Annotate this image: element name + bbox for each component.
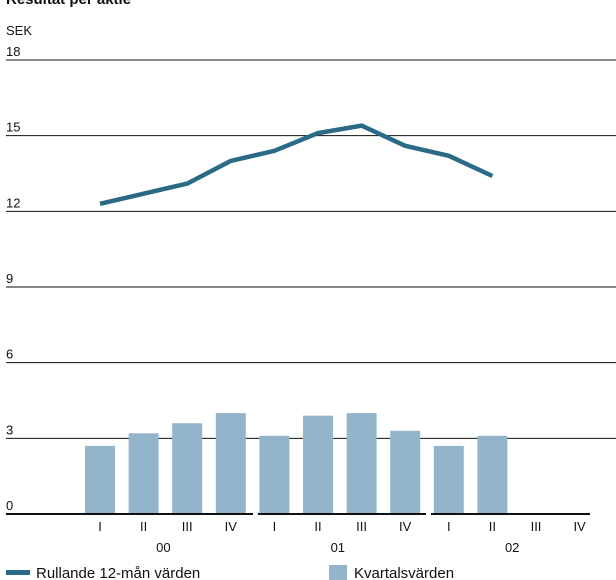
chart-title: Resultat per aktie — [6, 0, 131, 8]
x-tick-label: II — [489, 519, 496, 534]
legend-bar-swatch — [329, 565, 347, 580]
y-tick-label: 0 — [6, 498, 13, 513]
bar — [85, 445, 115, 514]
y-tick-label: 6 — [6, 347, 13, 362]
bar — [303, 415, 333, 514]
x-group-label: 01 — [331, 540, 345, 555]
bar — [477, 435, 508, 514]
legend: Rullande 12-mån värden Kvartalsvärden — [6, 565, 454, 580]
bar — [390, 430, 421, 514]
legend-line-swatch — [6, 570, 30, 575]
x-group-label: 02 — [505, 540, 519, 555]
legend-line-label: Rullande 12-mån värden — [36, 565, 200, 580]
bar — [128, 433, 159, 514]
y-tick-label: 18 — [6, 44, 20, 59]
x-tick-label: I — [98, 519, 102, 534]
x-tick-label: III — [182, 519, 193, 534]
y-axis-unit-label: SEK — [6, 23, 32, 38]
bar — [215, 413, 246, 514]
x-tick-label: IV — [573, 519, 586, 534]
y-tick-label: 3 — [6, 422, 13, 437]
y-tick-label: 12 — [6, 195, 20, 210]
x-tick-label: I — [447, 519, 451, 534]
bar — [172, 423, 203, 514]
bar — [346, 413, 377, 514]
gridlines: 0 3 6 9 12 15 18 — [6, 44, 616, 513]
bar — [433, 445, 464, 514]
bar — [259, 435, 290, 514]
y-tick-label: 9 — [6, 271, 13, 286]
x-tick-label: IV — [225, 519, 238, 534]
x-group-label: 00 — [156, 540, 170, 555]
x-tick-label: II — [314, 519, 321, 534]
x-tick-label: IV — [399, 519, 412, 534]
x-tick-label: II — [140, 519, 147, 534]
series-line — [99, 123, 494, 206]
x-tick-label: III — [531, 519, 542, 534]
bar-series — [85, 413, 508, 514]
x-tick-label: III — [356, 519, 367, 534]
line-series — [99, 123, 494, 206]
y-tick-label: 15 — [6, 120, 20, 135]
legend-bar-label: Kvartalsvärden — [354, 565, 454, 580]
x-tick-label: I — [273, 519, 277, 534]
